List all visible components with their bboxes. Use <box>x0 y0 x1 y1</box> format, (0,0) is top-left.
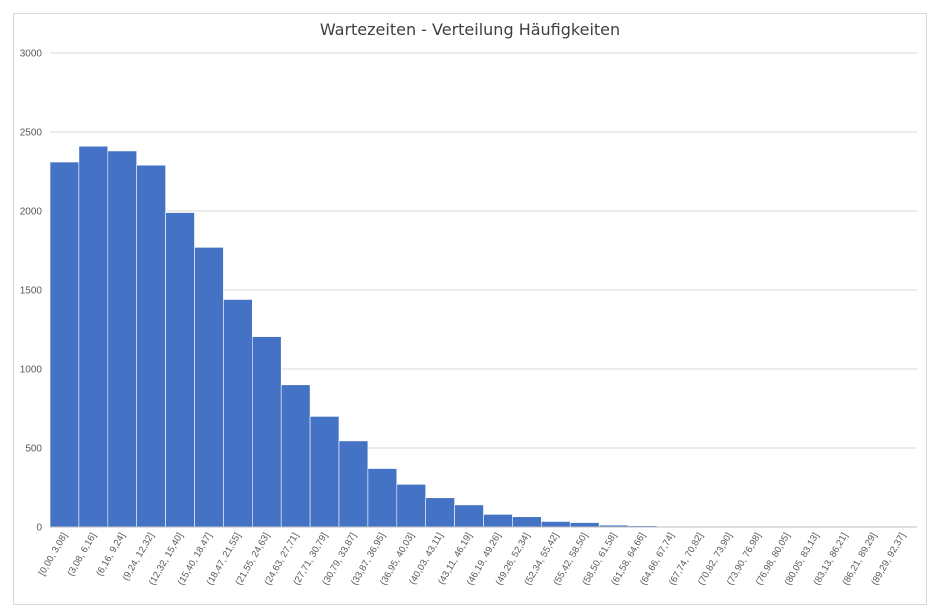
x-tick-label: (6,16, 9,24] <box>94 531 128 578</box>
histogram-bar <box>252 336 282 528</box>
histogram-bar <box>194 247 224 528</box>
histogram-bar <box>49 161 80 528</box>
x-tick-label: (3,08, 6,16] <box>65 531 99 578</box>
y-tick-label: 1500 <box>20 286 43 297</box>
histogram-bar <box>309 416 340 528</box>
y-tick-label: 3000 <box>20 49 43 60</box>
histogram-bar <box>569 522 600 528</box>
y-tick-label: 2500 <box>20 128 43 139</box>
histogram-bar <box>165 212 195 528</box>
histogram-bar <box>223 299 253 528</box>
histogram-bar <box>483 514 513 528</box>
y-axis-ticks: 0 500 1000 1500 2000 2500 3000 <box>20 49 43 534</box>
histogram-bar <box>512 516 542 528</box>
chart-title: Wartezeiten - Verteilung Häufigkeiten <box>319 20 621 39</box>
histogram-bar <box>367 468 398 528</box>
y-tick-label: 0 <box>36 523 42 534</box>
y-tick-label: 2000 <box>20 207 43 218</box>
histogram-bar <box>425 497 455 528</box>
histogram-bar <box>107 150 138 528</box>
y-tick-label: 500 <box>25 444 42 455</box>
histogram-bar <box>136 164 166 528</box>
histogram-bar <box>338 440 369 528</box>
bars <box>49 145 918 528</box>
histogram-bar <box>540 521 571 528</box>
x-tick-label: [0,00, 3,08] <box>37 531 70 578</box>
histogram-bar <box>396 484 426 528</box>
histogram-bar <box>280 384 311 528</box>
chart-area <box>13 13 927 605</box>
y-tick-label: 1000 <box>20 365 43 376</box>
histogram-bar <box>454 504 484 528</box>
histogram-bar <box>78 145 109 528</box>
x-axis-ticks: [0,00, 3,08](3,08, 6,16](6,16, 9,24](9,2… <box>37 531 908 587</box>
